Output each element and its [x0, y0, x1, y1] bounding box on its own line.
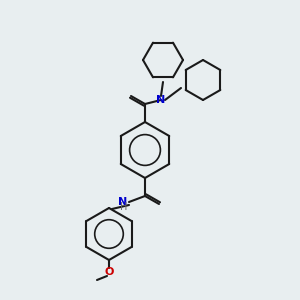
- Text: N: N: [118, 197, 127, 207]
- Text: O: O: [104, 267, 114, 277]
- Text: N: N: [156, 95, 166, 105]
- Text: H: H: [120, 202, 127, 212]
